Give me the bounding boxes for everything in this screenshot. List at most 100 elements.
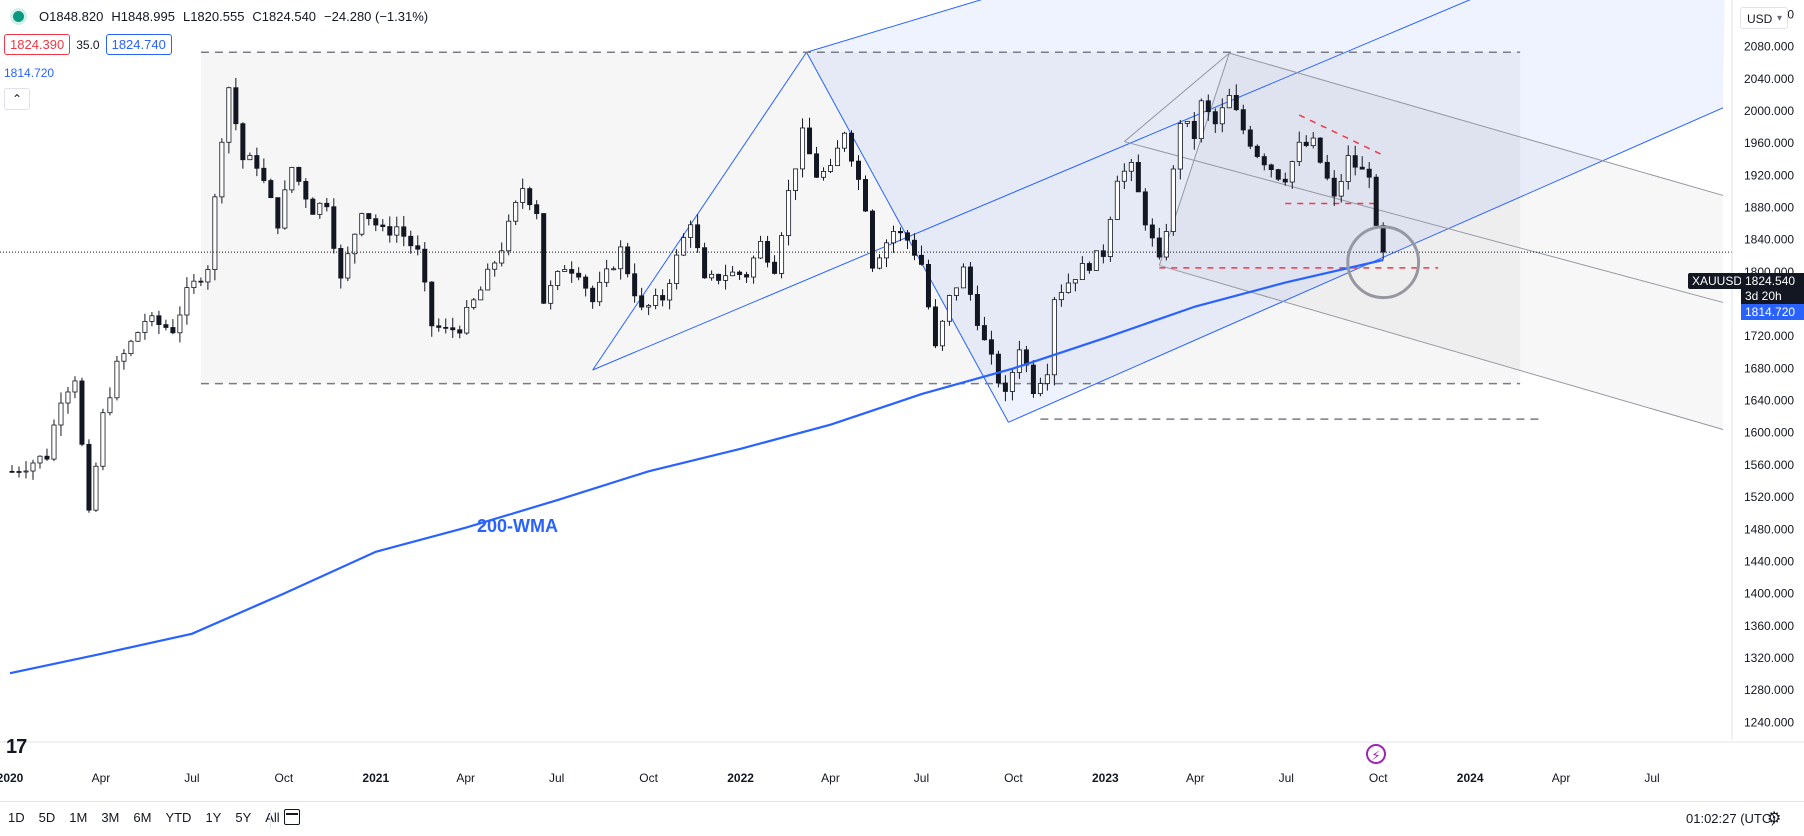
candle-body-down [981,325,987,341]
candle-body-down [1254,145,1260,157]
candle [1352,145,1358,176]
candle-body-up [953,287,959,296]
candle-body-up [135,332,141,342]
candle [890,225,896,253]
candle-body-up [1058,292,1064,301]
tradingview-logo[interactable]: 17 [6,736,27,758]
candle [303,178,309,208]
candle [1261,153,1267,171]
candle [450,317,456,338]
currency-select[interactable]: USD ▾ [1740,7,1788,29]
candle-body-up [1310,137,1316,146]
candle-body-down [310,198,316,215]
candle-body-down [814,153,820,178]
candle-body-down [86,443,92,511]
candle [1373,174,1379,227]
collapse-legend-button[interactable]: ⌃ [4,88,30,110]
candle-body-up [800,127,806,170]
gear-icon[interactable]: ⚙ [1767,810,1782,827]
candle [1044,363,1050,391]
candle-body-down [1359,166,1365,170]
range-5y[interactable]: 5Y [235,810,252,825]
candle-body-up [1044,374,1050,384]
candle [219,138,225,204]
time-tick-label: Apr [92,771,111,785]
candle-body-up [786,190,792,237]
price-tick-label: 1920.000 [1744,168,1794,182]
candle [590,285,596,309]
candle-body-down [1275,169,1281,180]
candle-body-down [9,470,15,473]
gray-pitchfork-line [1124,141,1724,303]
clock-readout[interactable]: 01:02:27 (UTC) [1686,811,1776,826]
candle [114,355,120,401]
candle-body-down [988,339,994,355]
candle [939,320,945,351]
lightning-icon[interactable]: ⚡ [1366,744,1386,764]
candle [876,254,882,270]
range-5d[interactable]: 5D [38,810,56,825]
candle [261,158,267,184]
range-3m[interactable]: 3M [101,810,120,825]
candle-body-down [925,263,931,308]
candle-body-up [883,242,889,259]
candle [1226,88,1232,109]
price-chart[interactable]: 2120.0002080.0002040.0002000.0001960.000… [0,0,1804,801]
candle-body-down [457,329,463,334]
candle [1058,284,1064,307]
time-tick-label: 2024 [1457,771,1484,785]
candle [401,215,407,247]
candle [317,202,323,219]
candle-body-down [534,204,540,214]
candle [233,77,239,131]
candle [548,280,554,310]
candle [492,260,498,277]
candle-body-up [653,295,659,306]
candle [1135,154,1141,193]
gray-pitchfork-leg [1124,52,1230,142]
candle [604,259,610,287]
candle [814,146,820,179]
candle-body-up [72,380,78,393]
candle [275,197,281,235]
calendar-icon[interactable] [284,809,300,825]
candle [359,212,365,237]
price-tick-label: 1840.000 [1744,233,1794,247]
symbol-tag: XAUUSD [1688,273,1747,289]
candle [345,246,351,282]
candle [429,281,435,337]
range-1y[interactable]: 1Y [205,810,222,825]
buy-button[interactable]: 1824.740 [105,34,172,55]
candle-body-up [730,271,736,277]
ma-annotation[interactable]: 200-WMA [477,516,559,536]
candle [646,304,652,316]
candle-body-down [1366,168,1372,178]
candle-body-up [1128,162,1134,172]
candle-body-down [387,226,393,236]
candle [16,466,22,478]
candle-body-up [667,283,673,301]
range-6m[interactable]: 6M [133,810,152,825]
candle [177,306,183,343]
candle [737,270,743,280]
pitchfork-upper-line [806,0,982,53]
candle [380,219,386,232]
candle-body-down [324,202,330,208]
candle-body-up [107,397,113,414]
candle-body-up [205,269,211,283]
candle-body-up [821,171,827,178]
candle [1184,120,1190,128]
candle [988,330,994,365]
candle-body-down [443,326,449,329]
candle [254,147,260,177]
range-ytd[interactable]: YTD [165,810,192,825]
candle-body-down [296,166,302,182]
candle-body-down [380,224,386,227]
candle [821,167,827,181]
candle [366,213,372,226]
range-all[interactable]: All [265,810,280,825]
candle [1191,112,1197,150]
sell-button[interactable]: 1824.390 [4,34,71,55]
range-1d[interactable]: 1D [8,810,25,825]
range-1m[interactable]: 1M [69,810,88,825]
